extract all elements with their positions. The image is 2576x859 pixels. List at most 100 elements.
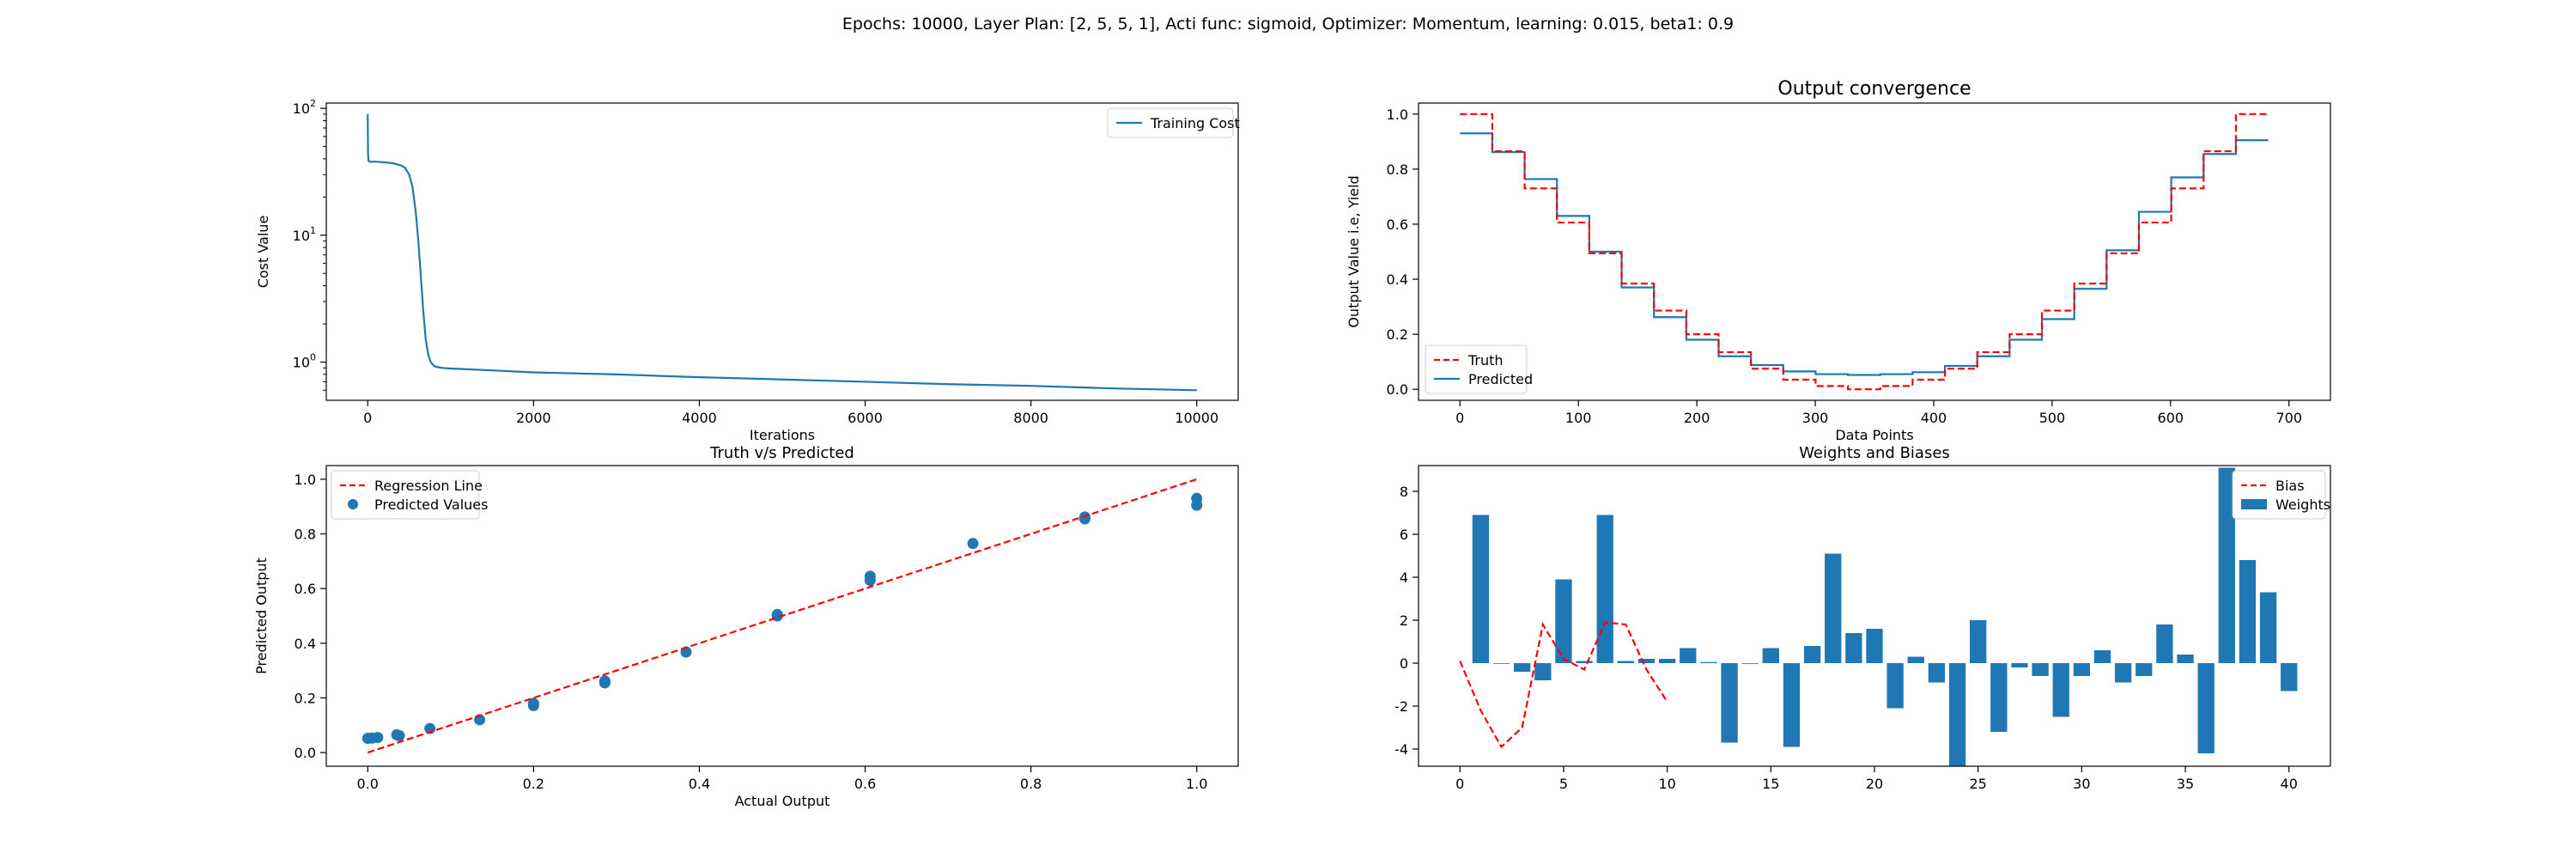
plot-area-convergence bbox=[1460, 113, 2269, 391]
plot-area-truth_vs_pred bbox=[361, 478, 1203, 754]
y-tick-label: 102 bbox=[293, 98, 316, 117]
weight-bar bbox=[1825, 553, 1842, 663]
x-tick-label: 40 bbox=[2281, 776, 2298, 792]
data-point bbox=[598, 677, 611, 689]
x-tick-label: 0.4 bbox=[689, 776, 710, 792]
y-tick-label: 1.0 bbox=[295, 472, 316, 488]
weight-bar bbox=[1514, 663, 1531, 672]
panel-cost: 0 2000 4000 6000 8000 10000 100 101 102 Iteration… bbox=[255, 98, 1240, 443]
legend-label: Training Cost bbox=[1150, 115, 1240, 131]
weight-bar bbox=[1596, 515, 1613, 663]
x-tick-label: 700 bbox=[2275, 410, 2302, 426]
x-tick-label: 400 bbox=[1921, 410, 1947, 426]
data-point bbox=[527, 699, 539, 711]
weight-bar bbox=[2093, 650, 2111, 663]
legend-patch bbox=[2241, 499, 2267, 509]
y-axis-label: Cost Value bbox=[255, 216, 271, 289]
legend-box bbox=[1425, 344, 1528, 394]
legend-label: Bias bbox=[2275, 478, 2305, 494]
y-tick-label: 0.2 bbox=[295, 690, 316, 706]
x-tick-label: 30 bbox=[2073, 776, 2090, 792]
x-tick-label: 600 bbox=[2158, 410, 2184, 426]
x-tick-label: 0.6 bbox=[854, 776, 876, 792]
chart-title: Weights and Biases bbox=[1799, 444, 1950, 462]
y-axis-label: Predicted Output bbox=[253, 557, 270, 674]
data-point bbox=[864, 570, 876, 582]
chart-title: Output convergence bbox=[1777, 78, 1971, 100]
y-tick-label: 6 bbox=[1400, 527, 1408, 543]
weight-bar bbox=[1845, 633, 1862, 663]
x-tick-label: 500 bbox=[2039, 410, 2066, 426]
weight-bar bbox=[2136, 663, 2153, 676]
x-tick-label: 10 bbox=[1658, 776, 1675, 792]
series-line-training-cost bbox=[367, 113, 1197, 392]
x-axis-label: Actual Output bbox=[735, 793, 830, 809]
legend-marker bbox=[348, 499, 358, 509]
x-tick-label: 35 bbox=[2177, 776, 2194, 792]
x-tick-label: 5 bbox=[1559, 776, 1568, 792]
x-tick-label: 0 bbox=[363, 410, 372, 426]
plot-area-cost bbox=[367, 113, 1197, 392]
weight-bar bbox=[2114, 663, 2132, 683]
figure-suptitle: Epochs: 10000, Layer Plan: [2, 5, 5, 1],… bbox=[842, 15, 1734, 34]
legend-label: Weights bbox=[2275, 497, 2330, 513]
y-tick-label: 0.4 bbox=[1387, 271, 1408, 288]
panel-weights_biases: 0 5 10 15 20 25 30 35 40 -4 -2 0 2 4 6 8 Weights and Bia… bbox=[1394, 444, 2331, 792]
data-point bbox=[366, 732, 378, 744]
data-point bbox=[967, 538, 979, 550]
weight-bar bbox=[2177, 655, 2194, 663]
y-tick-label: 0.8 bbox=[1387, 161, 1408, 178]
weight-bar bbox=[1617, 661, 1635, 663]
weight-bar bbox=[1472, 515, 1490, 663]
weight-bar bbox=[1762, 648, 1779, 663]
data-point bbox=[1191, 499, 1203, 511]
chart-title: Truth v/s Predicted bbox=[709, 444, 854, 462]
weight-bar bbox=[1970, 620, 1987, 663]
weight-bar bbox=[1534, 663, 1552, 680]
y-tick-label: 0.0 bbox=[1387, 381, 1408, 398]
weight-bar bbox=[2218, 467, 2235, 663]
panel-truth_vs_pred: 0.0 0.2 0.4 0.6 0.8 1.0 0.0 0.2 0.4 0.6 0.8 1.0 Actu… bbox=[253, 444, 1239, 809]
weight-bar bbox=[1637, 659, 1656, 663]
x-tick-label: 4000 bbox=[682, 410, 717, 426]
weight-bar bbox=[1700, 661, 1717, 663]
legend-box bbox=[1107, 107, 1234, 138]
y-tick-label: 0 bbox=[1400, 655, 1408, 672]
weight-bar bbox=[2239, 560, 2257, 663]
x-tick-label: 200 bbox=[1684, 410, 1710, 426]
x-tick-label: 0.2 bbox=[523, 776, 544, 792]
weight-bar bbox=[1866, 629, 1883, 663]
weight-bar bbox=[2073, 663, 2091, 676]
weight-bar bbox=[2052, 663, 2069, 717]
x-tick-label: 15 bbox=[1762, 776, 1779, 792]
weight-bar bbox=[1928, 663, 1946, 683]
weight-bar bbox=[1576, 661, 1593, 663]
x-tick-label: 2000 bbox=[516, 410, 551, 426]
weight-bar bbox=[1555, 579, 1572, 663]
y-tick-label: 0.6 bbox=[1387, 216, 1408, 233]
weight-bar bbox=[1658, 659, 1676, 663]
legend-label: Truth bbox=[1467, 352, 1504, 369]
weight-bar bbox=[2259, 592, 2277, 663]
weight-bar bbox=[1721, 663, 1738, 743]
x-tick-label: 0.8 bbox=[1020, 776, 1042, 792]
axes-frame bbox=[325, 465, 1239, 767]
weight-bar bbox=[1783, 663, 1801, 747]
y-tick-label: 8 bbox=[1400, 484, 1408, 500]
weight-bar bbox=[2281, 663, 2298, 691]
series-line-truth bbox=[1460, 113, 2269, 391]
weight-bar bbox=[2156, 624, 2173, 663]
legend-box bbox=[331, 470, 480, 520]
x-tick-label: 300 bbox=[1802, 410, 1829, 426]
weight-bar bbox=[1741, 663, 1759, 664]
x-axis-label: Iterations bbox=[750, 427, 815, 443]
x-tick-label: 1.0 bbox=[1186, 776, 1207, 792]
y-tick-label: -2 bbox=[1394, 698, 1408, 715]
series-line-predicted bbox=[1460, 132, 2269, 376]
legend-label: Predicted Values bbox=[374, 497, 488, 513]
x-axis-label: Data Points bbox=[1835, 427, 1913, 443]
weight-bar bbox=[1886, 663, 1904, 709]
x-tick-label: 10000 bbox=[1175, 410, 1218, 426]
x-tick-label: 6000 bbox=[848, 410, 883, 426]
y-tick-label: -4 bbox=[1394, 741, 1408, 758]
